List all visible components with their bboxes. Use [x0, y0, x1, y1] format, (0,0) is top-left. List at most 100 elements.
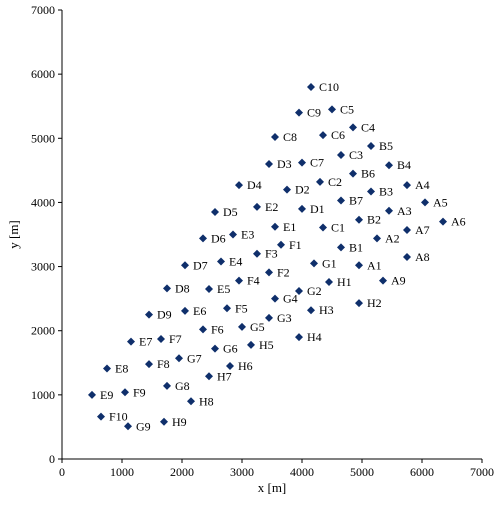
data-point-label: B1: [349, 240, 363, 254]
data-point-label: C9: [307, 106, 321, 120]
data-point-label: A8: [415, 250, 430, 264]
data-point-label: A7: [415, 223, 430, 237]
y-tick-label: 3000: [31, 260, 55, 274]
x-tick-label: 7000: [470, 465, 494, 479]
x-tick-label: 5000: [350, 465, 374, 479]
data-point-label: D8: [175, 281, 190, 295]
data-point-label: G3: [277, 311, 292, 325]
data-point-label: A4: [415, 178, 430, 192]
data-point-marker: [181, 261, 189, 270]
data-point-label: H3: [319, 303, 334, 317]
data-point-label: G2: [307, 284, 322, 298]
data-point-label: D6: [211, 231, 226, 245]
data-point-marker: [295, 333, 303, 342]
data-point-label: G8: [175, 379, 190, 393]
data-point-marker: [295, 286, 303, 295]
data-point-label: G9: [136, 419, 151, 433]
data-point-marker: [319, 131, 327, 140]
data-point-marker: [163, 284, 171, 293]
data-point-label: A5: [433, 195, 448, 209]
x-tick-label: 6000: [410, 465, 434, 479]
data-point-marker: [223, 304, 231, 313]
data-point-label: F2: [277, 265, 290, 279]
data-point-label: C4: [361, 120, 375, 134]
data-point-marker: [337, 196, 345, 205]
data-point-marker: [253, 202, 261, 211]
data-point-marker: [403, 252, 411, 261]
data-point-label: F10: [109, 410, 128, 424]
data-point-label: B6: [361, 167, 375, 181]
data-point-marker: [403, 226, 411, 235]
data-point-marker: [205, 372, 213, 381]
data-point-marker: [199, 325, 207, 334]
y-tick-label: 5000: [31, 131, 55, 145]
data-point-marker: [349, 169, 357, 178]
data-point-marker: [373, 234, 381, 243]
data-point-marker: [103, 364, 111, 373]
data-point-marker: [319, 223, 327, 232]
y-tick-label: 1000: [31, 388, 55, 402]
data-point-label: B7: [349, 194, 363, 208]
data-point-marker: [271, 294, 279, 303]
data-point-label: F4: [247, 274, 260, 288]
data-point-label: H7: [217, 369, 232, 383]
data-point-marker: [349, 123, 357, 132]
data-point-label: A1: [367, 258, 382, 272]
data-point-label: D4: [247, 178, 262, 192]
data-point-marker: [355, 299, 363, 308]
data-point-marker: [211, 344, 219, 353]
data-point-label: B4: [397, 158, 411, 172]
data-point-marker: [235, 181, 243, 190]
data-point-marker: [295, 108, 303, 117]
data-point-label: C5: [340, 102, 354, 116]
data-point-marker: [160, 417, 168, 426]
data-point-marker: [310, 259, 318, 268]
y-axis-title: y [m]: [6, 220, 21, 249]
data-point-marker: [157, 335, 165, 344]
data-point-marker: [379, 276, 387, 285]
data-point-marker: [271, 133, 279, 142]
data-point-marker: [385, 161, 393, 170]
data-point-label: H1: [337, 275, 352, 289]
data-point-marker: [124, 422, 132, 431]
data-point-marker: [367, 187, 375, 196]
data-point-label: D9: [157, 308, 172, 322]
data-point-label: G4: [283, 292, 298, 306]
data-point-label: C8: [283, 130, 297, 144]
data-point-label: B5: [379, 139, 393, 153]
data-point-label: E5: [217, 282, 230, 296]
data-point-marker: [121, 388, 129, 397]
data-point-marker: [316, 177, 324, 186]
data-point-label: A3: [397, 204, 412, 218]
axes: [61, 10, 482, 460]
data-point-label: C6: [331, 128, 345, 142]
data-point-label: F5: [235, 301, 248, 315]
data-point-marker: [211, 208, 219, 217]
data-point-label: D5: [223, 205, 238, 219]
data-point-marker: [283, 185, 291, 194]
data-point-label: A9: [391, 274, 406, 288]
data-point-label: H4: [307, 330, 322, 344]
data-point-marker: [199, 234, 207, 243]
y-tick-label: 7000: [31, 3, 55, 17]
data-point-marker: [337, 243, 345, 252]
data-point-label: A2: [385, 231, 400, 245]
data-point-marker: [337, 150, 345, 159]
tick-marks: 0 1000 2000 3000 4000 5000 6000 7000 0 1000 2000 30…: [31, 3, 494, 479]
y-tick-label: 6000: [31, 67, 55, 81]
data-point-label: F7: [169, 332, 182, 346]
data-point-label: H8: [199, 394, 214, 408]
data-point-label: F1: [289, 238, 302, 252]
data-point-marker: [265, 268, 273, 277]
data-point-label: D3: [277, 157, 292, 171]
data-point-marker: [325, 277, 333, 286]
data-point-label: E3: [241, 228, 254, 242]
data-point-marker: [298, 158, 306, 167]
x-axis-title: x [m]: [258, 480, 287, 495]
data-point-label: F8: [157, 357, 170, 371]
data-point-marker: [265, 313, 273, 322]
data-point-label: C7: [310, 156, 324, 170]
data-point-label: C1: [331, 220, 345, 234]
data-point-label: E9: [100, 388, 113, 402]
